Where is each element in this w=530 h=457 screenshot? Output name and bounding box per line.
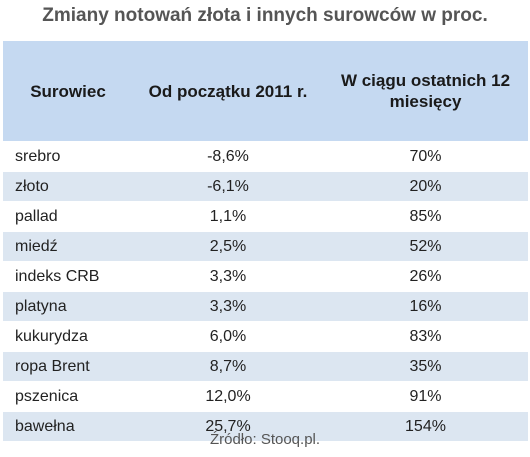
table-row: pszenica 12,0% 91% xyxy=(3,381,528,412)
commodities-table: Surowiec Od początku 2011 r. W ciągu ost… xyxy=(3,41,528,442)
change-12-months: 26% xyxy=(323,261,528,292)
table-row: ropa Brent 8,7% 35% xyxy=(3,351,528,382)
change-12-months: 20% xyxy=(323,171,528,202)
column-header-last-12-months: W ciągu ostatnich 12 miesięcy xyxy=(323,41,528,142)
commodity-name: złoto xyxy=(3,171,133,202)
table-row: indeks CRB 3,3% 26% xyxy=(3,261,528,292)
table-row: kukurydza 6,0% 83% xyxy=(3,321,528,352)
source-note: Źródło: Stooq.pl. xyxy=(209,431,321,448)
change-since-2011: 25,7% xyxy=(133,411,323,442)
commodity-name: platyna xyxy=(3,291,133,322)
change-since-2011: 8,7% xyxy=(133,351,323,382)
change-since-2011: 12,0% xyxy=(133,381,323,412)
change-12-months: 154% xyxy=(323,411,528,442)
change-since-2011: -6,1% xyxy=(133,171,323,202)
change-12-months: 16% xyxy=(323,291,528,322)
commodity-name: miedź xyxy=(3,231,133,262)
table-title: Zmiany notowań złota i innych surowców w… xyxy=(42,5,488,26)
column-header-commodity: Surowiec xyxy=(3,41,133,142)
column-header-since-2011: Od początku 2011 r. xyxy=(133,41,323,142)
change-12-months: 35% xyxy=(323,351,528,382)
commodity-name: ropa Brent xyxy=(3,351,133,382)
change-12-months: 52% xyxy=(323,231,528,262)
commodity-name: srebro xyxy=(3,141,133,172)
table-row: miedź 2,5% 52% xyxy=(3,231,528,262)
change-12-months: 85% xyxy=(323,201,528,232)
table-row: złoto -6,1% 20% xyxy=(3,171,528,202)
change-since-2011: 3,3% xyxy=(133,291,323,322)
change-since-2011: 1,1% xyxy=(133,201,323,232)
table-row: srebro -8,6% 70% xyxy=(3,141,528,172)
commodity-name: bawełna xyxy=(3,411,133,442)
commodity-name: indeks CRB xyxy=(3,261,133,292)
change-12-months: 83% xyxy=(323,321,528,352)
change-12-months: 70% xyxy=(323,141,528,172)
commodity-name: pszenica xyxy=(3,381,133,412)
commodity-name: kukurydza xyxy=(3,321,133,352)
commodity-name: pallad xyxy=(3,201,133,232)
table-row: pallad 1,1% 85% xyxy=(3,201,528,232)
table-row: bawełna 25,7% 154% xyxy=(3,411,528,442)
change-since-2011: -8,6% xyxy=(133,141,323,172)
change-since-2011: 2,5% xyxy=(133,231,323,262)
change-since-2011: 3,3% xyxy=(133,261,323,292)
header-row: Surowiec Od początku 2011 r. W ciągu ost… xyxy=(3,41,528,142)
table-row: platyna 3,3% 16% xyxy=(3,291,528,322)
change-since-2011: 6,0% xyxy=(133,321,323,352)
change-12-months: 91% xyxy=(323,381,528,412)
